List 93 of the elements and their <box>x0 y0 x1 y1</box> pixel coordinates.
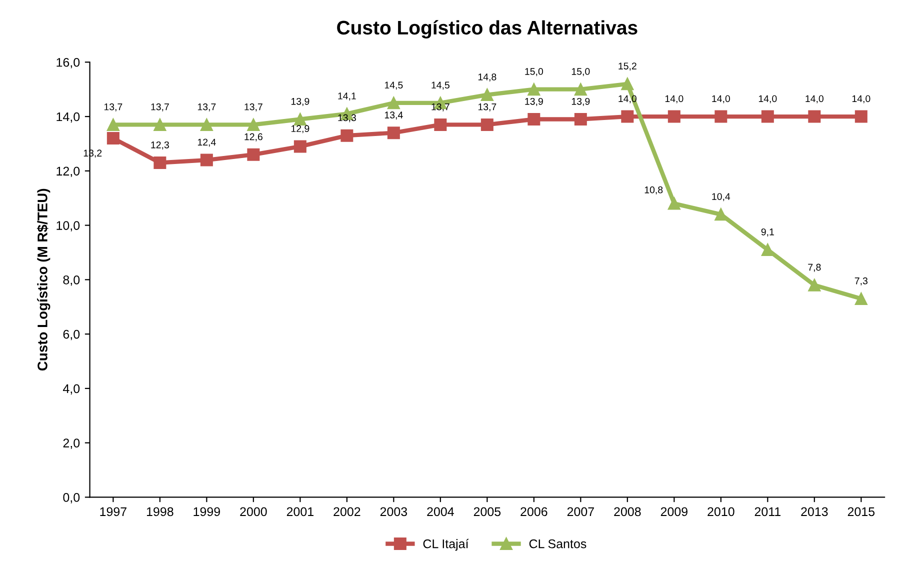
y-tick-label: 0,0 <box>63 493 80 504</box>
x-tick-label: 2006 <box>520 507 548 516</box>
legend-label: CL Santos <box>529 539 586 548</box>
point <box>434 118 447 131</box>
data-label: 14,5 <box>384 82 403 90</box>
x-tick-label: 2013 <box>801 507 828 516</box>
data-label: 12,6 <box>244 133 262 142</box>
point <box>761 244 774 256</box>
point <box>247 118 260 131</box>
point <box>574 113 587 126</box>
x-tick-label: 2002 <box>334 507 360 516</box>
data-label: 12,4 <box>198 138 216 147</box>
data-label: 15,2 <box>618 62 636 71</box>
point <box>714 208 728 221</box>
data-label: 14,0 <box>852 95 870 104</box>
point <box>294 113 306 126</box>
point <box>714 110 728 123</box>
chart-title: Custo Logístico das Alternativas <box>337 20 638 38</box>
x-tick-label: 2007 <box>567 507 594 516</box>
point <box>387 126 400 140</box>
y-tick-label: 4,0 <box>62 384 80 395</box>
y-tick-label: 14,0 <box>56 112 80 123</box>
x-tick-label: 2015 <box>848 507 875 516</box>
point <box>387 96 400 110</box>
point <box>106 118 120 131</box>
point <box>528 113 540 126</box>
point <box>574 83 587 96</box>
point <box>106 132 120 145</box>
x-tick-label: 2004 <box>427 507 454 516</box>
y-tick-label: 10,0 <box>56 221 80 232</box>
data-label: 13,7 <box>104 103 122 112</box>
x-tick-label: 1997 <box>100 507 126 516</box>
point <box>761 110 774 123</box>
point <box>200 154 213 166</box>
point <box>154 156 166 170</box>
point <box>247 148 260 161</box>
x-tick-label: 2005 <box>474 507 501 516</box>
x-tick-label: 2009 <box>660 507 688 516</box>
data-label: 12,3 <box>151 141 169 150</box>
point <box>480 118 494 131</box>
x-tick-label: 1999 <box>194 507 220 516</box>
data-label: 14,0 <box>758 95 777 104</box>
data-label: 13,7 <box>151 103 169 112</box>
point <box>200 118 213 131</box>
data-label: 10,8 <box>644 186 663 194</box>
y-tick-label: 6,0 <box>63 330 80 340</box>
data-label: 14,0 <box>806 95 824 104</box>
data-label: 13,7 <box>244 103 262 112</box>
data-label: 9,1 <box>761 228 774 236</box>
data-label: 12,9 <box>291 125 310 134</box>
point <box>808 278 821 292</box>
data-label: 14,8 <box>478 73 496 82</box>
point <box>668 197 680 210</box>
data-label: 15,0 <box>525 68 543 76</box>
point <box>294 140 306 153</box>
data-label: 14,0 <box>665 95 684 104</box>
x-tick-label: 2011 <box>754 507 780 516</box>
y-tick-label: 16,0 <box>56 58 80 68</box>
y-tick-label: 8,0 <box>63 275 80 286</box>
point <box>668 110 680 123</box>
point <box>154 118 166 131</box>
y-tick-label: 2,0 <box>63 438 80 449</box>
point <box>808 110 821 123</box>
x-tick-label: 2010 <box>708 507 734 516</box>
x-tick-label: 2000 <box>240 507 267 516</box>
data-label: 13,7 <box>478 103 496 112</box>
point <box>621 110 634 123</box>
point <box>340 129 354 142</box>
data-label: 14,1 <box>338 92 356 101</box>
x-tick-label: 2008 <box>614 507 641 516</box>
point <box>480 88 494 102</box>
data-label: 13,9 <box>525 98 543 106</box>
data-label: 7,3 <box>854 277 868 286</box>
legend-label: CL Itajaí <box>423 538 469 551</box>
data-label: 13,4 <box>384 112 403 120</box>
data-label: 13,9 <box>572 98 590 106</box>
data-label: 13,9 <box>291 98 310 106</box>
data-label: 13,7 <box>198 103 216 112</box>
x-tick-label: 2001 <box>286 507 314 516</box>
point <box>528 83 540 96</box>
data-label: 14,5 <box>432 82 450 90</box>
data-label: 10,4 <box>712 193 730 202</box>
data-label: 7,8 <box>808 264 821 272</box>
point <box>854 292 868 305</box>
data-label: 14,0 <box>712 95 730 104</box>
x-tick-label: 1998 <box>146 507 174 516</box>
data-label: 15,0 <box>572 68 590 76</box>
data-label: 13,7 <box>432 103 450 112</box>
y-tick-label: 12,0 <box>56 166 80 178</box>
point <box>854 110 868 123</box>
x-tick-label: 2003 <box>380 507 408 516</box>
point <box>621 78 634 90</box>
y-axis-title: Custo Logístico (M R$/TEU) <box>36 188 50 371</box>
